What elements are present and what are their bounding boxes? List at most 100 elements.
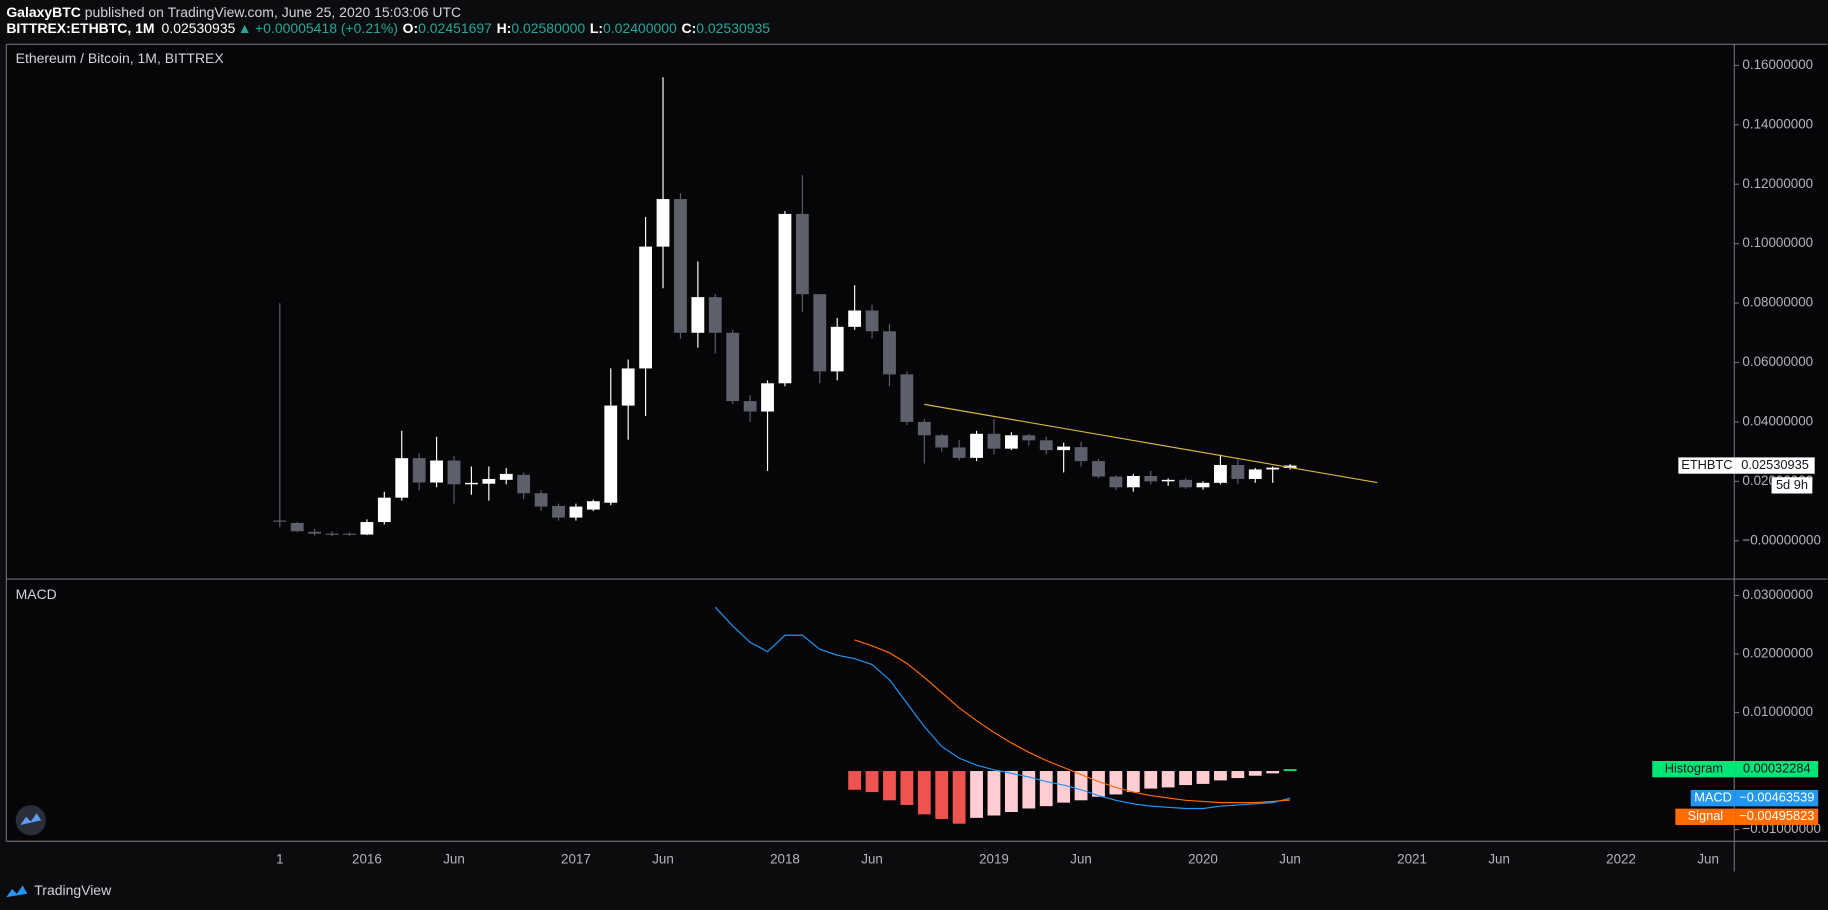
ohlc-label: C: <box>681 20 696 36</box>
candle-body <box>1144 475 1158 482</box>
candle-body <box>813 294 827 372</box>
candle-body <box>1214 464 1227 483</box>
candle-body <box>1231 464 1245 479</box>
pane-title: Ethereum / Bitcoin, 1M, BITTREX <box>16 50 225 66</box>
last-value: −0.00495823 <box>1739 808 1814 823</box>
candle-body <box>883 331 896 375</box>
y-tick-label: 0.14000000 <box>1742 116 1813 131</box>
x-tick-label: Jun <box>443 851 465 866</box>
x-tick-label: Jun <box>861 851 883 866</box>
last-value-box <box>1735 790 1819 807</box>
symbol: BITTREX:ETHBTC, 1M <box>6 20 154 36</box>
x-tick-label: 2017 <box>561 851 591 866</box>
histogram-bar <box>935 771 949 820</box>
y-tick-label: 0.16000000 <box>1742 57 1813 72</box>
ohlc-label: O: <box>403 20 419 36</box>
candle-body <box>1126 475 1140 488</box>
y-tick-label: 0.06000000 <box>1742 354 1813 369</box>
x-tick-label: 1 <box>276 851 283 866</box>
last-value: −0.00463539 <box>1739 790 1814 805</box>
indicator-line <box>854 639 1291 804</box>
x-tick-label: 2021 <box>1397 851 1427 866</box>
candle-body <box>1196 482 1210 488</box>
candle-body <box>447 460 461 485</box>
candle-body <box>569 506 583 518</box>
x-tick-label: Jun <box>652 851 674 866</box>
candle-body <box>970 433 983 458</box>
candle-body <box>360 522 374 535</box>
logo-shape <box>20 813 42 825</box>
y-tick-label: 0.03000000 <box>1742 587 1813 602</box>
last-value-box <box>1735 760 1819 778</box>
histogram-bar <box>1109 771 1123 795</box>
x-tick-label: Jun <box>1279 851 1301 866</box>
histogram-bar <box>865 771 879 793</box>
histogram-bar <box>1214 771 1227 781</box>
candle-body <box>412 458 426 483</box>
candle-body <box>499 473 513 480</box>
last-price-box <box>1735 457 1815 474</box>
trendline <box>924 403 1378 484</box>
candle-body <box>430 460 443 483</box>
histogram-bar <box>883 771 896 801</box>
footer-icon <box>6 885 28 898</box>
candle-body <box>290 522 304 532</box>
candle-body <box>395 458 409 498</box>
last-price: 0.02530935 <box>1741 457 1809 472</box>
published: published on TradingView.com, June 25, 2… <box>81 4 461 20</box>
histogram-bar <box>1266 771 1280 774</box>
histogram-bar <box>1126 771 1140 793</box>
y-tick-label: 0.12000000 <box>1742 176 1813 191</box>
candle-body <box>691 297 705 333</box>
candle-body <box>1039 440 1053 451</box>
countdown-box <box>1771 477 1813 494</box>
x-tick-label: Jun <box>1697 851 1719 866</box>
arrow: ▲ <box>238 20 252 36</box>
candle-body <box>621 368 635 406</box>
candle-body <box>1266 467 1280 470</box>
candle-body <box>761 383 774 412</box>
footer-brand: TradingView <box>34 882 112 898</box>
candle-body <box>917 421 931 436</box>
candle-body <box>726 332 740 402</box>
ohlc-value: 0.02530935 <box>696 20 770 36</box>
ohlc-value: 0.02451697 <box>418 20 492 36</box>
histogram-bar <box>987 771 1001 816</box>
candle-body <box>552 505 565 518</box>
candle-body <box>604 405 618 503</box>
x-tick-label: 2022 <box>1606 851 1636 866</box>
candle-body <box>1161 479 1175 482</box>
y-tick-label: 0.10000000 <box>1742 235 1813 250</box>
candle-body <box>1283 465 1297 468</box>
candle-body <box>325 533 339 535</box>
candle-body <box>900 374 914 422</box>
candle-body <box>273 520 287 522</box>
candle-body <box>830 326 844 372</box>
histogram-bar <box>1004 771 1018 812</box>
last-value: 0.00032284 <box>1743 761 1811 776</box>
candle-body <box>517 474 531 494</box>
x-tick-label: Jun <box>1070 851 1092 866</box>
countdown: 5d 9h <box>1776 477 1808 492</box>
candle-body <box>343 533 356 535</box>
candle-body <box>987 433 1001 449</box>
logo-circle <box>15 805 46 836</box>
histogram-bar <box>1161 771 1175 788</box>
candle-body <box>1074 447 1088 462</box>
histogram-bar <box>970 771 983 818</box>
ohlc-label: H: <box>497 20 512 36</box>
candle-body <box>656 199 670 247</box>
x-tick-label: Jun <box>1488 851 1510 866</box>
histogram-bar <box>952 771 966 824</box>
candle-body <box>377 497 391 523</box>
candle-body <box>952 447 966 458</box>
x-tick-label: 2019 <box>979 851 1009 866</box>
y-tick-label: 0.08000000 <box>1742 295 1813 310</box>
histogram-bar <box>1231 771 1245 779</box>
y-tick-label: 0.01000000 <box>1742 704 1813 719</box>
candle-body <box>308 531 322 534</box>
x-tick-label: 2016 <box>352 851 382 866</box>
footer-logo <box>6 885 28 898</box>
